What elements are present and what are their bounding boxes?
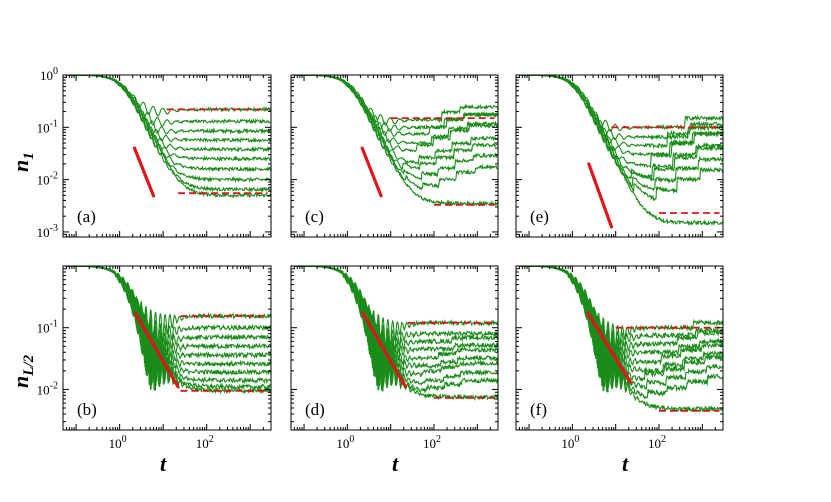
power-law-fit-line <box>132 146 156 198</box>
panel-c-data <box>291 75 498 208</box>
panel-a-data <box>63 75 271 199</box>
panel-label: (c) <box>305 207 324 226</box>
power-law-fit-line <box>133 311 180 389</box>
panel-a-axes: 100 10-1 10-2 10-3 (a) <box>37 66 272 240</box>
x-axis-title-3: t <box>622 451 629 476</box>
panel-c-axes: (c) <box>290 74 499 238</box>
panel-label: (b) <box>77 400 97 419</box>
plot-frame <box>62 74 272 238</box>
y-axis-title-bottom: nL/2 <box>8 354 37 388</box>
panel-d-data <box>291 266 498 402</box>
panel-b-data <box>63 266 271 395</box>
panel-label: (e) <box>530 207 549 226</box>
x-tick-label: 102 <box>423 434 441 451</box>
y-axis-title-top: n1 <box>8 152 37 172</box>
plot-frame <box>515 265 724 431</box>
power-law-fit-line <box>586 311 633 384</box>
power-law-fit-line <box>587 162 614 229</box>
series-curve-10 <box>63 75 271 199</box>
series-curve-4 <box>291 75 498 146</box>
series-curve-7 <box>291 75 498 171</box>
power-law-fit-line <box>360 146 383 198</box>
x-tick-label: 100 <box>336 434 354 451</box>
panel-e-axes: (e) <box>515 74 724 238</box>
panel-label: (f) <box>530 400 547 419</box>
panel-label: (d) <box>305 400 325 419</box>
data-layer <box>63 75 723 413</box>
plot-frame <box>515 74 724 238</box>
x-tick-label: 102 <box>648 434 666 451</box>
y-tick-label: 10-3 <box>37 223 58 240</box>
series-curve-5 <box>63 75 271 153</box>
panel-label: (a) <box>77 207 96 226</box>
plot-frame <box>290 74 499 238</box>
plot-frame <box>290 265 499 431</box>
series-curve-6 <box>516 75 723 180</box>
series-curve-10 <box>516 266 723 413</box>
series-curve-2 <box>516 75 723 141</box>
panel-e-data <box>516 75 723 229</box>
x-tick-label: 100 <box>561 434 579 451</box>
frame-layer: 100 10-1 10-2 10-3 (a) 10-1 10-2 100 102 (b) (c) 10… <box>37 66 724 451</box>
y-tick-label: 100 <box>40 66 58 83</box>
x-axis-title-2: t <box>392 451 399 476</box>
series-curve-8 <box>516 75 723 192</box>
series-curve-10 <box>291 75 498 208</box>
series-curve-1 <box>516 75 723 132</box>
y-tick-label: 10-1 <box>37 118 58 135</box>
axis-titles: n1 nL/2 t t t <box>8 152 629 476</box>
series-curve-2 <box>291 75 498 132</box>
y-tick-label: 10-2 <box>37 380 58 397</box>
series-curve-5 <box>516 75 723 169</box>
panel-f-data <box>516 266 723 413</box>
power-law-fit-line <box>361 311 408 389</box>
series-curve-10 <box>516 75 723 227</box>
series-curve-2 <box>63 75 271 127</box>
y-tick-label: 10-1 <box>37 319 58 336</box>
series-curve-3 <box>63 75 271 135</box>
x-axis-title-1: t <box>160 451 167 476</box>
plot-frame <box>62 265 272 431</box>
x-tick-label: 102 <box>196 434 214 451</box>
x-tick-label: 100 <box>109 434 127 451</box>
y-tick-label: 10-2 <box>37 171 58 188</box>
